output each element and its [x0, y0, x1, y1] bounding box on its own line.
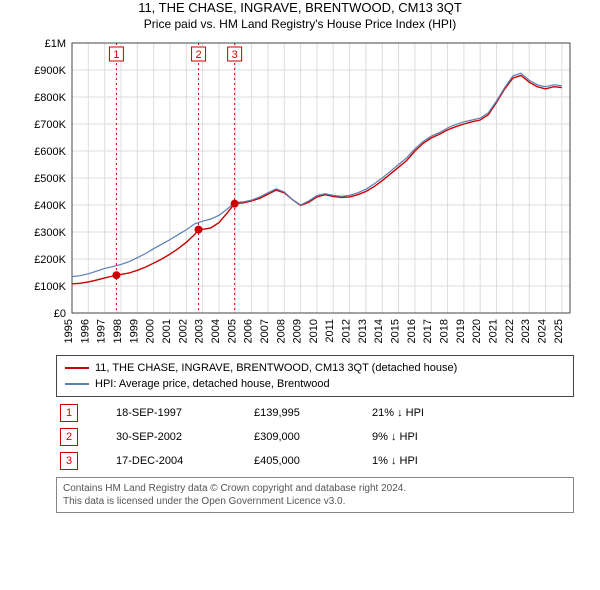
svg-text:2018: 2018 [439, 319, 451, 343]
svg-text:£0: £0 [54, 308, 66, 320]
event-date: 17-DEC-2004 [112, 449, 250, 473]
svg-text:2021: 2021 [488, 319, 500, 343]
event-delta: 9% ↓ HPI [368, 425, 574, 449]
sale-events-table: 1 18-SEP-1997£139,99521% ↓ HPI 2 30-SEP-200… [56, 401, 574, 473]
chart-subtitle: Price paid vs. HM Land Registry's House … [0, 17, 600, 31]
event-price: £139,995 [250, 401, 368, 425]
svg-text:2013: 2013 [357, 319, 369, 343]
svg-text:£600K: £600K [34, 146, 66, 158]
svg-text:2001: 2001 [161, 319, 173, 343]
legend-swatch [65, 367, 89, 369]
sale-event-row: 2 30-SEP-2002£309,0009% ↓ HPI [56, 425, 574, 449]
svg-text:£900K: £900K [34, 65, 66, 77]
svg-text:1999: 1999 [128, 319, 140, 343]
legend-label: 11, THE CHASE, INGRAVE, BRENTWOOD, CM13 … [95, 360, 457, 376]
svg-text:2004: 2004 [210, 319, 222, 343]
svg-text:2010: 2010 [308, 319, 320, 343]
event-delta: 1% ↓ HPI [368, 449, 574, 473]
svg-text:2000: 2000 [145, 319, 157, 343]
svg-text:1998: 1998 [112, 319, 124, 343]
svg-text:2020: 2020 [471, 319, 483, 343]
svg-text:2025: 2025 [553, 319, 565, 343]
svg-text:2016: 2016 [406, 319, 418, 343]
legend-label: HPI: Average price, detached house, Bren… [95, 376, 330, 392]
svg-text:£200K: £200K [34, 254, 66, 266]
svg-text:£1M: £1M [45, 38, 66, 50]
svg-text:£800K: £800K [34, 92, 66, 104]
price-chart: £0 £100K £200K £300K £400K £500K £600K £700K £80… [20, 37, 580, 347]
svg-text:2003: 2003 [194, 319, 206, 343]
legend-item: 11, THE CHASE, INGRAVE, BRENTWOOD, CM13 … [65, 360, 565, 376]
sale-event-row: 3 17-DEC-2004£405,0001% ↓ HPI [56, 449, 574, 473]
svg-text:2008: 2008 [275, 319, 287, 343]
event-delta: 21% ↓ HPI [368, 401, 574, 425]
footer-line-1: Contains HM Land Registry data © Crown c… [63, 482, 567, 495]
svg-text:2002: 2002 [177, 319, 189, 343]
svg-text:1997: 1997 [96, 319, 108, 343]
svg-text:2014: 2014 [373, 319, 385, 343]
svg-text:£300K: £300K [34, 227, 66, 239]
event-number-box: 3 [60, 452, 78, 470]
footer-line-2: This data is licensed under the Open Gov… [63, 495, 567, 508]
event-date: 18-SEP-1997 [112, 401, 250, 425]
svg-text:2005: 2005 [226, 319, 238, 343]
svg-text:2011: 2011 [324, 319, 336, 343]
svg-text:2022: 2022 [504, 319, 516, 343]
footer-licence: Contains HM Land Registry data © Crown c… [56, 477, 574, 513]
svg-text:1996: 1996 [79, 319, 91, 343]
svg-text:2019: 2019 [455, 319, 467, 343]
event-number-box: 1 [60, 404, 78, 422]
svg-text:£100K: £100K [34, 281, 66, 293]
svg-text:1: 1 [113, 49, 119, 61]
svg-text:£400K: £400K [34, 200, 66, 212]
svg-text:2012: 2012 [341, 319, 353, 343]
svg-text:2024: 2024 [537, 319, 549, 343]
legend-swatch [65, 383, 89, 385]
svg-text:£500K: £500K [34, 173, 66, 185]
svg-text:2: 2 [195, 49, 201, 61]
legend: 11, THE CHASE, INGRAVE, BRENTWOOD, CM13 … [56, 355, 574, 397]
event-number-box: 2 [60, 428, 78, 446]
event-date: 30-SEP-2002 [112, 425, 250, 449]
svg-text:2007: 2007 [259, 319, 271, 343]
svg-text:2015: 2015 [390, 319, 402, 343]
legend-item: HPI: Average price, detached house, Bren… [65, 376, 565, 392]
svg-text:2023: 2023 [520, 319, 532, 343]
event-price: £405,000 [250, 449, 368, 473]
svg-text:2009: 2009 [292, 319, 304, 343]
svg-text:£700K: £700K [34, 119, 66, 131]
sale-event-row: 1 18-SEP-1997£139,99521% ↓ HPI [56, 401, 574, 425]
svg-text:3: 3 [232, 49, 238, 61]
chart-title: 11, THE CHASE, INGRAVE, BRENTWOOD, CM13 … [0, 0, 600, 15]
event-price: £309,000 [250, 425, 368, 449]
svg-text:2017: 2017 [422, 319, 434, 343]
svg-text:2006: 2006 [243, 319, 255, 343]
svg-text:1995: 1995 [63, 319, 75, 343]
